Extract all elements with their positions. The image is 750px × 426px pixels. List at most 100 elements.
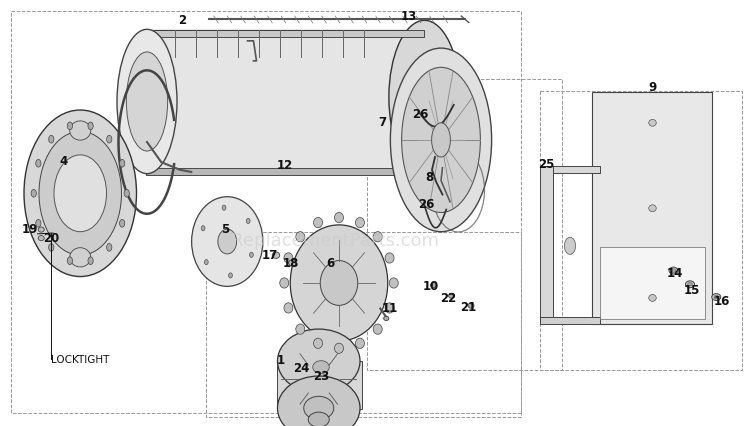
Ellipse shape [284, 303, 293, 314]
Ellipse shape [229, 273, 232, 278]
Polygon shape [278, 361, 362, 409]
Text: 23: 23 [313, 369, 329, 382]
Ellipse shape [126, 53, 168, 152]
Text: 26: 26 [418, 197, 434, 210]
Ellipse shape [278, 376, 360, 426]
Ellipse shape [385, 303, 394, 314]
Ellipse shape [649, 295, 656, 302]
Ellipse shape [374, 324, 382, 334]
Ellipse shape [280, 278, 289, 288]
Ellipse shape [304, 396, 334, 420]
Polygon shape [540, 166, 600, 174]
Polygon shape [540, 317, 600, 325]
Ellipse shape [334, 213, 344, 223]
Ellipse shape [192, 197, 262, 287]
Ellipse shape [320, 261, 358, 306]
Ellipse shape [205, 260, 209, 265]
Text: 5: 5 [220, 223, 230, 236]
Text: 14: 14 [667, 266, 683, 279]
Ellipse shape [68, 257, 73, 265]
Ellipse shape [388, 21, 460, 175]
Ellipse shape [714, 296, 718, 299]
Polygon shape [600, 247, 705, 320]
Ellipse shape [106, 136, 112, 144]
Ellipse shape [296, 232, 304, 242]
Ellipse shape [308, 412, 329, 426]
Ellipse shape [385, 253, 394, 263]
Ellipse shape [390, 49, 491, 232]
Ellipse shape [117, 30, 177, 174]
Text: 9: 9 [648, 81, 656, 94]
Ellipse shape [374, 232, 382, 242]
Text: 11: 11 [382, 301, 398, 314]
Ellipse shape [70, 248, 91, 267]
Ellipse shape [36, 220, 41, 227]
Ellipse shape [284, 253, 293, 263]
Ellipse shape [88, 123, 93, 130]
Ellipse shape [250, 253, 254, 258]
Ellipse shape [448, 294, 454, 299]
Text: 4: 4 [60, 155, 68, 167]
Text: 18: 18 [283, 257, 299, 270]
Ellipse shape [32, 190, 37, 198]
Ellipse shape [38, 236, 44, 241]
Text: 20: 20 [43, 231, 59, 244]
Ellipse shape [272, 252, 280, 259]
Ellipse shape [389, 278, 398, 288]
Text: 7: 7 [379, 116, 386, 129]
Text: 12: 12 [277, 159, 293, 172]
Ellipse shape [36, 160, 41, 168]
Ellipse shape [649, 205, 656, 212]
Ellipse shape [649, 120, 656, 127]
Ellipse shape [70, 121, 91, 141]
Text: 16: 16 [713, 294, 730, 307]
Ellipse shape [68, 123, 73, 130]
Ellipse shape [686, 281, 694, 288]
Text: 24: 24 [293, 361, 310, 374]
Ellipse shape [401, 68, 480, 213]
Ellipse shape [313, 361, 329, 374]
Text: 1: 1 [278, 354, 285, 366]
Ellipse shape [290, 225, 388, 341]
Ellipse shape [314, 338, 322, 348]
Polygon shape [146, 31, 424, 175]
Polygon shape [146, 168, 424, 176]
Polygon shape [146, 31, 424, 38]
Ellipse shape [296, 324, 304, 334]
Polygon shape [540, 166, 554, 324]
Ellipse shape [314, 218, 322, 228]
Ellipse shape [431, 124, 450, 158]
Ellipse shape [278, 329, 360, 393]
Ellipse shape [217, 230, 237, 254]
Ellipse shape [24, 111, 136, 277]
Text: 8: 8 [425, 170, 433, 183]
Ellipse shape [39, 132, 122, 256]
Ellipse shape [356, 338, 364, 348]
Ellipse shape [119, 160, 124, 168]
Ellipse shape [201, 226, 205, 231]
Text: LOCKTIGHT: LOCKTIGHT [51, 354, 110, 364]
Ellipse shape [669, 268, 678, 274]
Ellipse shape [430, 283, 436, 288]
Ellipse shape [106, 244, 112, 252]
Ellipse shape [671, 269, 676, 273]
Ellipse shape [712, 294, 721, 301]
Text: 2: 2 [178, 14, 186, 27]
Ellipse shape [334, 343, 344, 354]
Ellipse shape [468, 303, 474, 308]
Ellipse shape [246, 219, 250, 224]
Ellipse shape [49, 136, 54, 144]
Ellipse shape [54, 155, 106, 232]
Polygon shape [592, 93, 712, 324]
Ellipse shape [222, 206, 226, 211]
Text: 13: 13 [400, 10, 417, 23]
Text: 26: 26 [413, 108, 429, 121]
Ellipse shape [383, 317, 388, 321]
Ellipse shape [124, 190, 130, 198]
Ellipse shape [119, 220, 124, 227]
Text: 22: 22 [440, 291, 457, 304]
Text: 25: 25 [538, 158, 554, 170]
Text: 19: 19 [22, 223, 38, 236]
Text: eReplacementParts.com: eReplacementParts.com [220, 232, 440, 250]
Ellipse shape [38, 227, 44, 233]
